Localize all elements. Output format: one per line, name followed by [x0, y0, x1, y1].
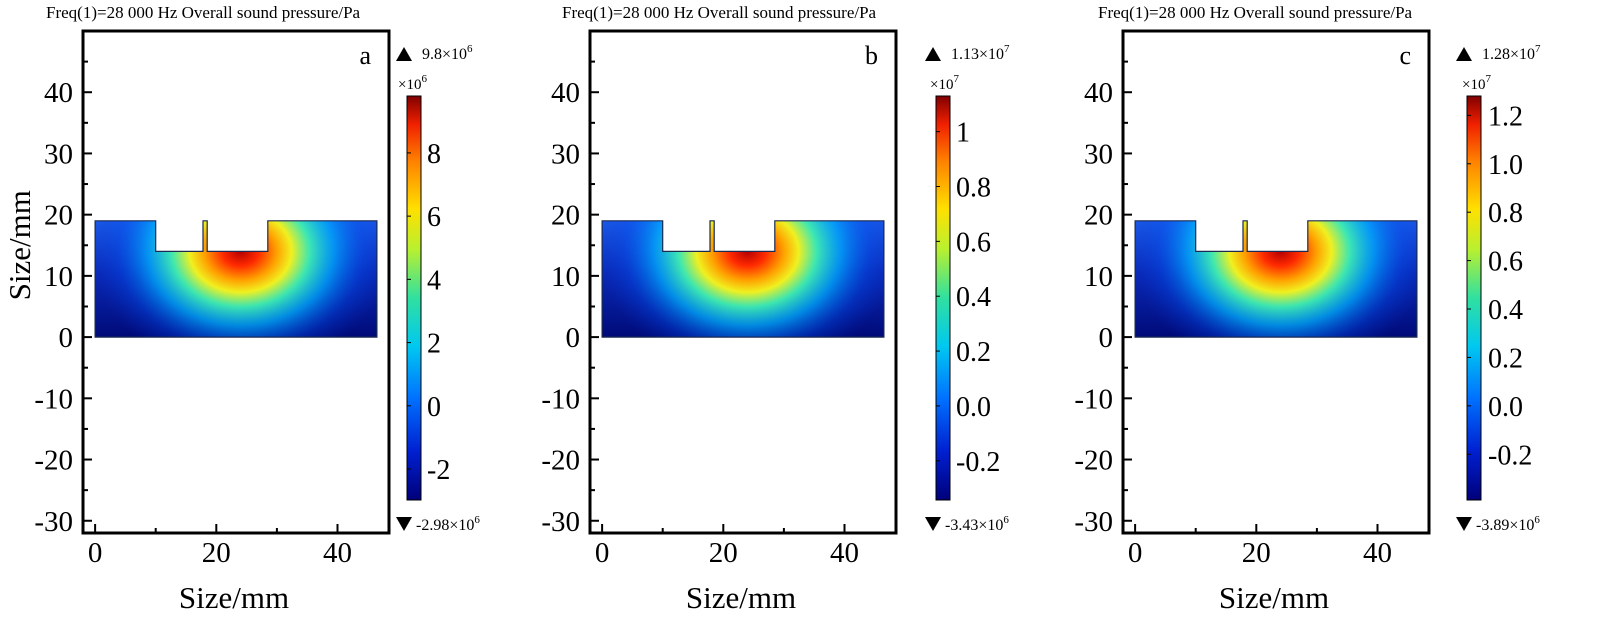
colorbar-tick-label: 1.0 — [1488, 150, 1523, 181]
domain-outline — [1134, 220, 1418, 338]
x-axis-label: Size/mm — [1219, 580, 1329, 615]
colorbar-tick-label: 1 — [956, 118, 970, 149]
colorbar — [1466, 95, 1482, 501]
colorbar-tick-label: 6 — [427, 202, 441, 233]
panel-title: Freq(1)=28 000 Hz Overall sound pressure… — [1098, 3, 1413, 22]
colorbar — [935, 95, 951, 501]
x-tick-label: 40 — [830, 537, 859, 569]
colorbar-tick-label: 0.4 — [1488, 295, 1523, 326]
panel-label: a — [359, 41, 371, 70]
colorbar-tick-label: 0.6 — [1488, 247, 1523, 278]
min-marker-icon — [1456, 517, 1472, 531]
max-marker-icon — [1456, 47, 1472, 61]
x-tick-label: 0 — [88, 537, 103, 569]
y-tick-label: -20 — [1074, 445, 1113, 477]
panel-title: Freq(1)=28 000 Hz Overall sound pressure… — [562, 3, 877, 22]
y-tick-label: 10 — [551, 261, 580, 293]
x-tick-label: 0 — [595, 537, 610, 569]
x-tick-label: 0 — [1128, 537, 1143, 569]
y-tick-label: 20 — [44, 200, 73, 232]
y-tick-label: 20 — [1084, 200, 1113, 232]
min-value-label: -3.43×106 — [945, 514, 1009, 534]
max-marker-icon — [396, 47, 412, 61]
panel-c: Freq(1)=28 000 Hz Overall sound pressure… — [1074, 3, 1541, 615]
colorbar — [406, 95, 422, 501]
y-tick-label: -30 — [34, 506, 73, 538]
panel-title: Freq(1)=28 000 Hz Overall sound pressure… — [46, 3, 361, 22]
y-tick-label: 10 — [1084, 261, 1113, 293]
y-tick-label: -30 — [1074, 506, 1113, 538]
colorbar-tick-label: 0.2 — [956, 337, 991, 368]
x-tick-label: 20 — [1242, 537, 1271, 569]
colorbar-tick-label: 2 — [427, 329, 441, 360]
max-value-label: 1.13×107 — [951, 43, 1010, 63]
x-tick-label: 20 — [202, 537, 231, 569]
colorbar-tick-label: 0.2 — [1488, 343, 1523, 374]
y-tick-label: 10 — [44, 261, 73, 293]
y-tick-label: 40 — [44, 77, 73, 109]
max-value-label: 1.28×107 — [1482, 43, 1541, 63]
y-tick-label: 0 — [1099, 322, 1114, 354]
y-tick-label: 20 — [551, 200, 580, 232]
y-tick-label: -20 — [541, 445, 580, 477]
panel-b: Freq(1)=28 000 Hz Overall sound pressure… — [541, 3, 1010, 615]
y-tick-label: 0 — [566, 322, 581, 354]
y-tick-label: -30 — [541, 506, 580, 538]
colorbar-tick-label: 1.2 — [1488, 101, 1523, 132]
x-tick-label: 40 — [323, 537, 352, 569]
y-tick-label: 30 — [1084, 138, 1113, 170]
min-value-label: -2.98×106 — [416, 514, 480, 534]
panel-a: Freq(1)=28 000 Hz Overall sound pressure… — [2, 3, 480, 615]
x-axis-label: Size/mm — [686, 580, 796, 615]
x-axis-label: Size/mm — [179, 580, 289, 615]
colorbar-tick-label: 4 — [427, 265, 441, 296]
colorbar-tick-label: -0.2 — [956, 447, 1000, 478]
colorbar-tick-label: 0.6 — [956, 227, 991, 258]
colorbar-tick-label: -2 — [427, 455, 450, 486]
colorbar-scale-label: ×107 — [930, 73, 959, 93]
colorbar-scale-label: ×106 — [398, 73, 427, 93]
x-tick-label: 20 — [709, 537, 738, 569]
min-marker-icon — [925, 517, 941, 531]
y-tick-label: -10 — [34, 383, 73, 415]
domain-outline — [94, 220, 378, 338]
y-tick-label: -20 — [34, 445, 73, 477]
colorbar-tick-label: 0.8 — [956, 173, 991, 204]
colorbar-tick-label: -0.2 — [1488, 440, 1532, 471]
y-axis-label: Size/mm — [2, 190, 37, 300]
min-value-label: -3.89×106 — [1476, 514, 1540, 534]
colorbar-tick-label: 8 — [427, 139, 441, 170]
y-tick-label: 30 — [44, 138, 73, 170]
max-value-label: 9.8×106 — [422, 43, 473, 63]
panel-label: c — [1399, 41, 1411, 70]
min-marker-icon — [396, 517, 412, 531]
y-tick-label: 40 — [551, 77, 580, 109]
y-tick-label: -10 — [541, 383, 580, 415]
max-marker-icon — [925, 47, 941, 61]
colorbar-tick-label: 0 — [427, 392, 441, 423]
colorbar-tick-label: 0.4 — [956, 282, 991, 313]
y-tick-label: 0 — [59, 322, 74, 354]
y-tick-label: 30 — [551, 138, 580, 170]
panel-label: b — [865, 41, 878, 70]
colorbar-tick-label: 0.8 — [1488, 198, 1523, 229]
colorbar-tick-label: 0.0 — [1488, 392, 1523, 423]
y-tick-label: 40 — [1084, 77, 1113, 109]
colorbar-tick-label: 0.0 — [956, 392, 991, 423]
y-tick-label: -10 — [1074, 383, 1113, 415]
domain-outline — [601, 220, 885, 338]
colorbar-scale-label: ×107 — [1462, 73, 1491, 93]
x-tick-label: 40 — [1363, 537, 1392, 569]
